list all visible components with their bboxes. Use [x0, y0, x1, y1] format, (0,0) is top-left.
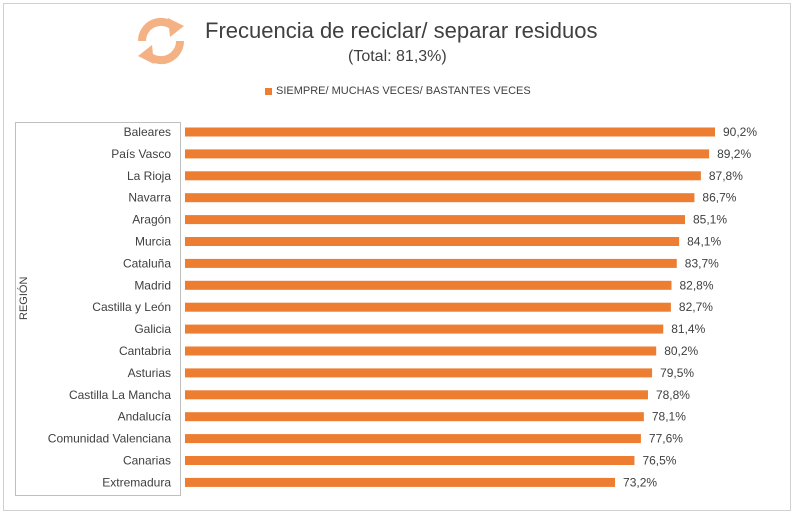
category-label: Cantabria — [119, 344, 171, 358]
chart-title: Frecuencia de reciclar/ separar residuos — [205, 18, 598, 43]
legend-swatch — [265, 87, 272, 95]
bar — [185, 215, 686, 225]
bar — [185, 390, 648, 400]
data-label: 78,1% — [652, 410, 686, 424]
data-label: 86,7% — [702, 191, 736, 205]
data-label: 85,1% — [693, 213, 727, 227]
bar — [185, 258, 677, 268]
category-label: Extremadura — [102, 475, 171, 489]
bar — [185, 193, 695, 203]
data-label: 76,5% — [642, 454, 676, 468]
chart-legend: SIEMPRE/ MUCHAS VECES/ BASTANTES VECES — [265, 85, 531, 97]
category-label: La Rioja — [127, 169, 171, 183]
bar — [185, 346, 657, 356]
data-label: 90,2% — [723, 125, 757, 139]
data-label: 82,8% — [679, 278, 713, 292]
category-label: Canarias — [123, 454, 171, 468]
data-label: 80,2% — [664, 344, 698, 358]
bar — [185, 302, 671, 312]
bar — [185, 477, 616, 487]
chart-frame — [3, 3, 791, 511]
category-label: Andalucía — [118, 410, 172, 424]
data-label: 79,5% — [660, 366, 694, 380]
bar — [185, 456, 635, 465]
data-label: 87,8% — [709, 169, 743, 183]
category-label: Cataluña — [123, 256, 171, 270]
category-axis-box — [15, 122, 181, 496]
category-label: Asturias — [128, 366, 171, 380]
category-label: Aragón — [132, 213, 171, 227]
data-label: 84,1% — [687, 235, 721, 249]
category-label: Castilla y León — [92, 300, 171, 314]
bar — [185, 434, 641, 444]
bar — [185, 368, 653, 378]
data-label: 81,4% — [671, 322, 705, 336]
bar — [185, 149, 710, 159]
category-label: País Vasco — [111, 147, 171, 161]
data-label: 77,6% — [649, 432, 683, 446]
category-label: Navarra — [128, 191, 171, 205]
category-label: Comunidad Valenciana — [48, 432, 172, 446]
category-label: Galicia — [134, 322, 171, 336]
bar — [185, 171, 701, 181]
data-label: 82,7% — [679, 300, 713, 314]
data-label: 73,2% — [623, 475, 657, 489]
bar — [185, 127, 715, 137]
data-label: 83,7% — [685, 256, 719, 270]
category-label: Madrid — [134, 278, 171, 292]
category-label: Castilla La Mancha — [69, 388, 171, 402]
recycle-arrows-icon — [134, 17, 188, 65]
category-label: Murcia — [135, 235, 171, 249]
category-label: Baleares — [124, 125, 171, 139]
chart-subtitle: (Total: 81,3%) — [348, 48, 447, 65]
data-label: 89,2% — [717, 147, 751, 161]
bar — [185, 324, 664, 334]
bar — [185, 280, 672, 290]
bar — [185, 412, 644, 422]
legend-label: SIEMPRE/ MUCHAS VECES/ BASTANTES VECES — [276, 85, 531, 97]
bar — [185, 237, 680, 246]
data-label: 78,8% — [656, 388, 690, 402]
